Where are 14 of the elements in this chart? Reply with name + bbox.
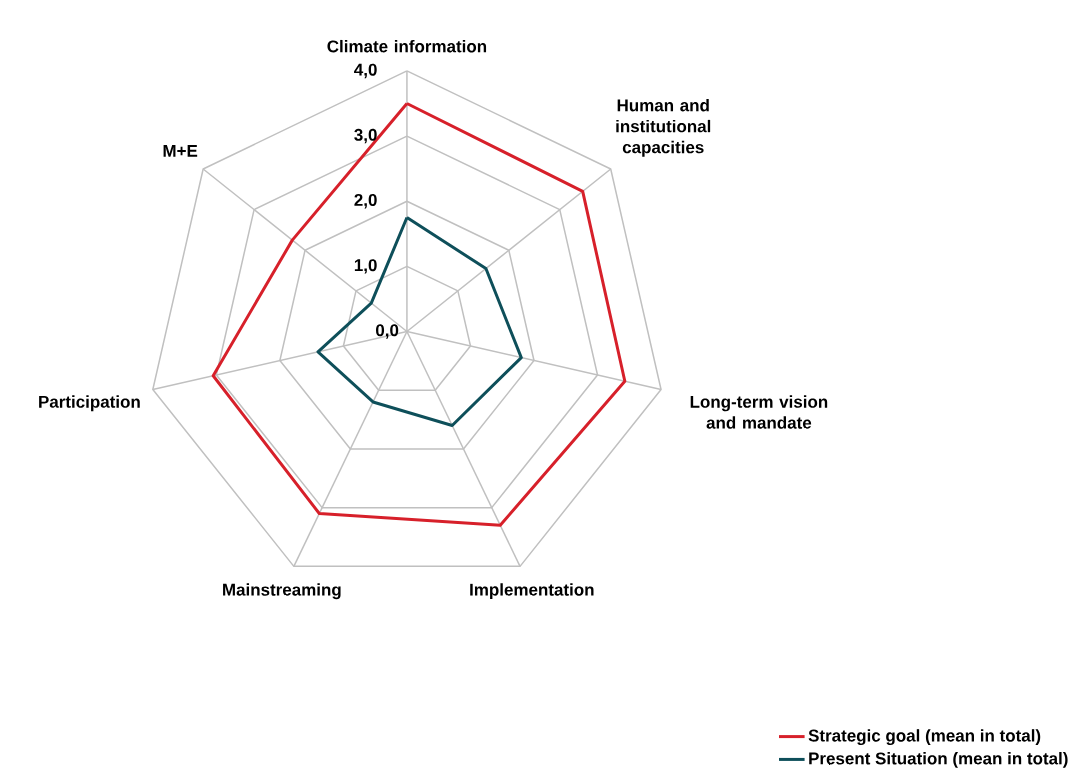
spoke-label: M+E (163, 145, 198, 157)
spoke-label: Human and institutional capacities (616, 98, 711, 157)
y-tick-label: 0,0 (375, 324, 399, 339)
spoke-label: Implementation (470, 583, 594, 600)
y-tick-label: 1,0 (354, 259, 377, 274)
legend-label: Present Situation (mean in total) (809, 752, 1068, 768)
legend-label: Strategic goal (mean in total) (808, 729, 1041, 746)
y-tick-label: 4,0 (354, 63, 377, 79)
y-tick-label: 2,0 (354, 194, 377, 209)
spoke-label: Participation (39, 395, 140, 412)
spoke-label: Climate information (327, 39, 487, 53)
spoke-label: Long-term vision and mandate (690, 395, 828, 429)
y-tick-label: 3,0 (354, 128, 377, 144)
spoke-label: Mainstreaming (223, 583, 341, 600)
